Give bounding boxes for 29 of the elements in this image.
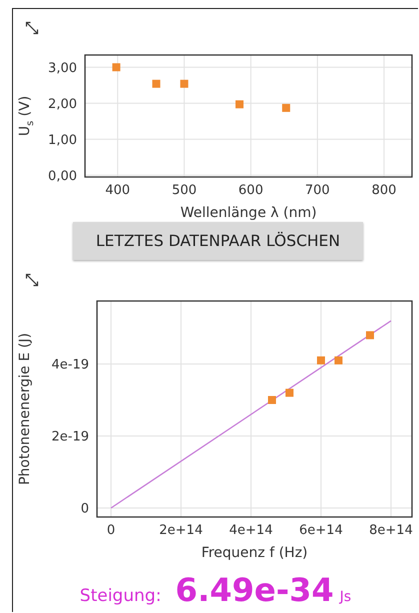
x-axis-title: Wellenlänge λ (nm) — [180, 205, 317, 221]
x-tick-label: 700 — [305, 183, 330, 198]
text: 6.49e-34 — [175, 571, 334, 609]
y-tick-label: 3,00 — [48, 60, 77, 76]
x-tick-label: 6e+14 — [299, 523, 343, 538]
y-tick-label: 4e-19 — [51, 358, 89, 373]
x-axis-title: Frequenz f (Hz) — [201, 545, 308, 561]
x-tick-label: 600 — [238, 183, 264, 198]
y-tick-label: 2e-19 — [51, 430, 89, 445]
text: Js — [340, 589, 352, 605]
y-tick-label: 0,00 — [48, 168, 77, 184]
point — [112, 63, 120, 72]
text: Steigung: — [80, 586, 162, 606]
x-tick-label: 500 — [172, 183, 197, 198]
x-tick-label: 800 — [372, 183, 396, 198]
x-tick-label: 0 — [106, 523, 116, 538]
y-axis-title: Photonenenergie E (J) — [17, 332, 33, 486]
x-tick-label: 2e+14 — [159, 523, 203, 538]
y-tick-label: 2,00 — [48, 96, 77, 112]
x-tick-label: 8e+14 — [369, 523, 413, 538]
x-tick-label: 4e+14 — [229, 523, 273, 538]
text: LETZTES DATENPAAR LÖSCHEN — [96, 232, 340, 250]
x-tick-label: 400 — [105, 183, 130, 198]
point — [282, 104, 290, 112]
y-tick-label: 1,00 — [48, 132, 77, 148]
point — [152, 80, 160, 88]
point — [236, 100, 244, 108]
y-tick-label: 0 — [80, 502, 89, 517]
point — [180, 80, 188, 88]
